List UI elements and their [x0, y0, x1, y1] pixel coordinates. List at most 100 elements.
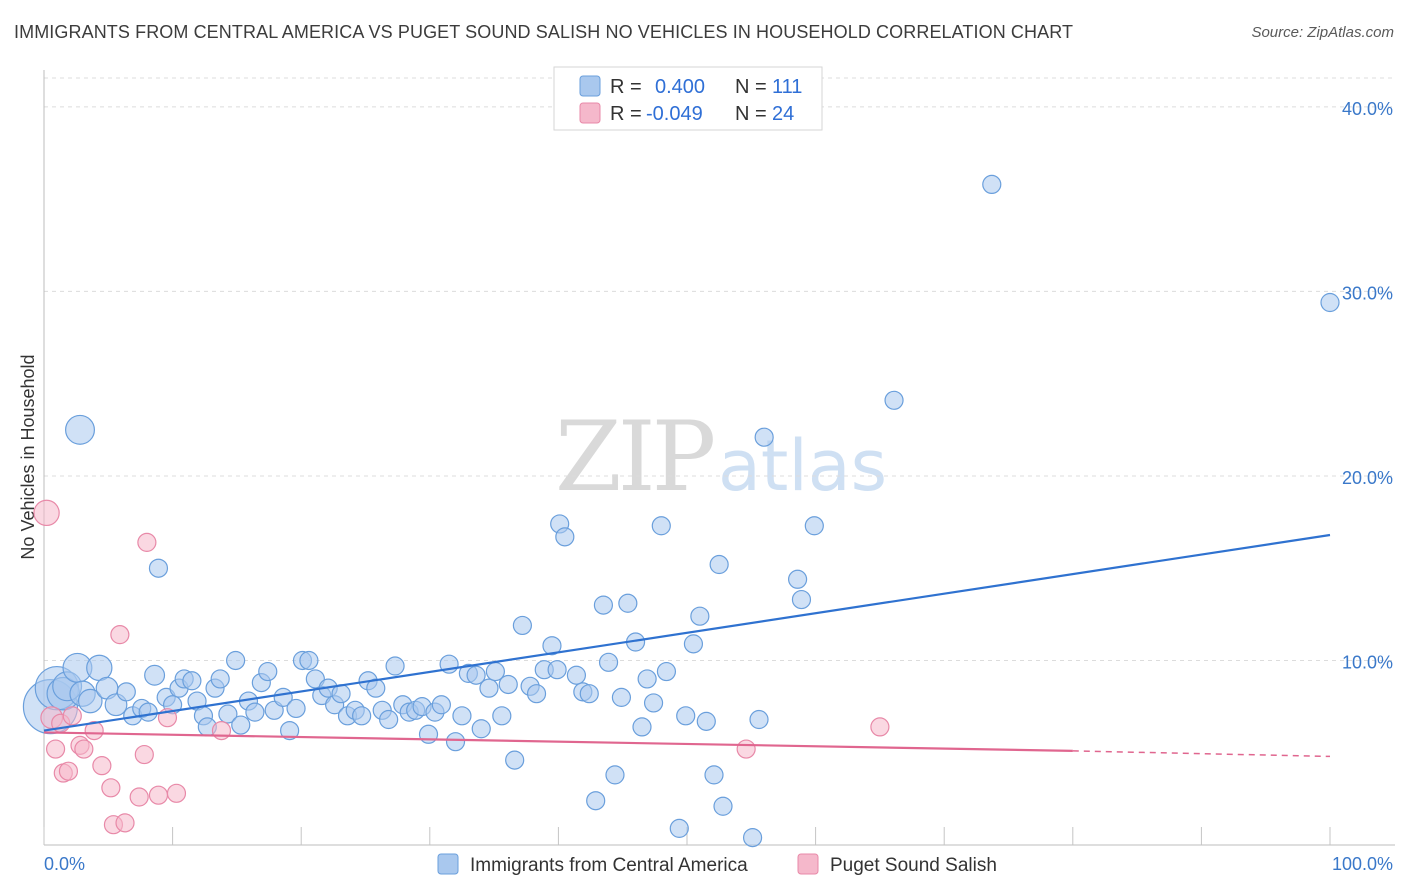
bottom-legend-label-pink: Puget Sound Salish	[830, 855, 997, 876]
data-point-salish	[115, 813, 135, 833]
series-immigrants-points	[22, 174, 1340, 848]
data-point-salish	[148, 785, 169, 805]
legend-swatch-blue	[579, 75, 601, 97]
data-point-immigrants	[231, 715, 251, 735]
legend-n-value-1: 111	[772, 76, 802, 98]
data-point-salish	[33, 499, 60, 527]
data-point-salish	[736, 739, 756, 759]
legend-r-value-2: -0.049	[646, 103, 703, 125]
data-point-salish	[62, 706, 82, 726]
data-point-immigrants	[512, 615, 532, 636]
data-point-immigrants	[245, 702, 265, 722]
y-tick-label: 10.0%	[1342, 652, 1393, 672]
data-point-immigrants	[643, 693, 664, 713]
data-point-immigrants	[704, 765, 724, 785]
data-point-immigrants	[379, 709, 399, 730]
data-point-immigrants	[749, 709, 769, 730]
data-point-immigrants	[791, 589, 812, 610]
x-tick-label-max: 100.0%	[1332, 854, 1393, 874]
data-point-salish	[134, 744, 154, 765]
watermark: ZIP atlas	[555, 401, 887, 513]
y-tick-label: 40.0%	[1342, 99, 1393, 119]
data-point-immigrants	[65, 414, 96, 445]
data-point-salish	[84, 720, 104, 741]
legend-n-label-2: N =	[735, 103, 767, 125]
data-point-immigrants	[286, 698, 306, 719]
data-point-immigrants	[754, 427, 774, 447]
data-point-immigrants	[651, 516, 671, 536]
data-point-immigrants	[498, 674, 518, 695]
data-point-immigrants	[226, 650, 246, 671]
data-point-immigrants	[542, 636, 562, 656]
data-point-immigrants	[352, 706, 372, 726]
bottom-legend-label-blue: Immigrants from Central America	[470, 855, 748, 876]
data-point-salish	[129, 787, 149, 807]
y-tick-label: 30.0%	[1342, 283, 1393, 303]
data-point-immigrants	[884, 390, 904, 410]
x-tick-label-min: 0.0%	[44, 854, 85, 874]
data-point-salish	[58, 761, 79, 781]
legend-swatch-pink	[579, 102, 601, 124]
data-point-immigrants	[218, 704, 238, 724]
y-axis-label: No Vehicles in Household	[18, 354, 38, 559]
data-point-immigrants	[982, 174, 1002, 195]
data-point-immigrants	[505, 750, 525, 770]
data-point-immigrants	[742, 828, 763, 848]
data-point-immigrants	[690, 606, 710, 626]
trend-line-immigrants	[43, 533, 1331, 732]
data-point-immigrants	[466, 665, 486, 685]
data-point-salish	[92, 756, 112, 776]
data-point-immigrants	[709, 554, 729, 575]
data-point-immigrants	[1320, 292, 1340, 313]
data-point-immigrants	[555, 527, 575, 547]
data-point-immigrants	[431, 695, 451, 715]
data-point-immigrants	[787, 569, 808, 589]
legend-bottom: Immigrants from Central America Puget So…	[437, 853, 997, 876]
data-point-immigrants	[445, 732, 466, 752]
data-point-immigrants	[138, 702, 158, 722]
data-point-immigrants	[305, 669, 325, 689]
watermark-atlas: atlas	[718, 425, 887, 507]
data-point-immigrants	[618, 593, 638, 613]
data-point-salish	[870, 717, 890, 737]
data-point-immigrants	[598, 652, 619, 672]
data-point-immigrants	[144, 664, 166, 686]
legend-r-label-2: R =	[610, 103, 642, 125]
chart-title: IMMIGRANTS FROM CENTRAL AMERICA VS PUGET…	[14, 22, 1074, 42]
data-point-immigrants	[479, 678, 499, 698]
data-point-immigrants	[299, 650, 319, 671]
data-point-immigrants	[210, 669, 230, 689]
legend-n-value-2: 24	[772, 103, 794, 125]
trend-line-salish	[43, 731, 1073, 752]
data-point-immigrants	[526, 684, 547, 704]
data-point-salish	[74, 739, 94, 759]
legend-top: R = 0.400 N = 111 R = -0.049 N = 24	[553, 66, 823, 131]
data-point-immigrants	[471, 719, 491, 739]
data-point-immigrants	[258, 661, 278, 682]
data-point-immigrants	[77, 688, 103, 714]
data-point-salish	[166, 783, 187, 803]
bottom-legend-swatch-blue	[437, 853, 459, 875]
trend-line-salish-extension	[1072, 750, 1331, 758]
data-point-salish	[101, 778, 121, 798]
data-point-immigrants	[148, 558, 169, 578]
legend-n-label-1: N =	[735, 76, 767, 98]
data-point-immigrants	[86, 654, 113, 682]
x-ticks	[43, 827, 1331, 845]
data-point-immigrants	[669, 818, 689, 838]
data-point-immigrants	[713, 796, 733, 816]
data-point-salish	[211, 720, 232, 741]
data-point-immigrants	[182, 671, 202, 691]
trend-lines	[43, 533, 1331, 758]
data-point-immigrants	[696, 711, 716, 731]
data-point-immigrants	[804, 516, 824, 536]
data-point-immigrants	[593, 595, 614, 615]
data-point-immigrants	[566, 665, 587, 685]
data-point-immigrants	[492, 706, 512, 726]
legend-r-label-1: R =	[610, 76, 642, 98]
data-point-salish	[110, 625, 130, 645]
data-point-immigrants	[586, 791, 606, 811]
data-point-immigrants	[280, 720, 300, 741]
bottom-legend-swatch-pink	[797, 853, 819, 875]
